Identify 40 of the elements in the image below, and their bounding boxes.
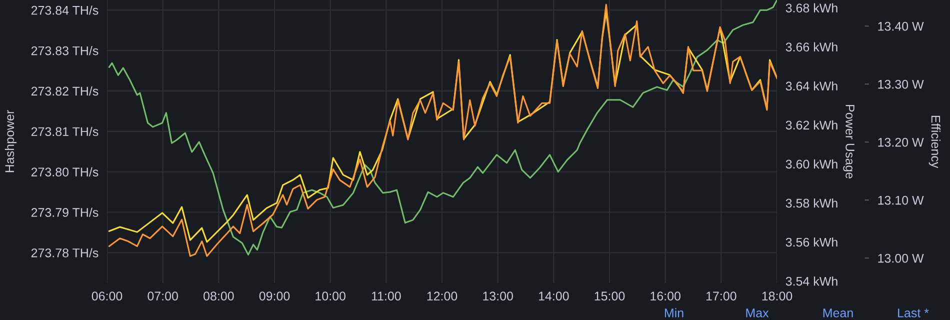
y-tick-label: 273.82 TH/s	[31, 86, 98, 96]
x-tick-label: 09:00	[259, 292, 290, 301]
text: Last *	[898, 308, 929, 318]
y2-tick-label: 3.64 kWh	[786, 81, 838, 91]
x-tick-label: 07:00	[148, 292, 178, 301]
y2-tick-label: 3.56 kWh	[786, 237, 838, 247]
text: Min	[664, 308, 684, 318]
y-tick-label: 273.84 TH/s	[31, 6, 98, 15]
y-tick-label: 273.81 TH/s	[31, 126, 98, 136]
y3-tick-label: 13.20 W	[878, 138, 924, 147]
x-tick-label: 13:00	[483, 292, 513, 301]
y3-tick-label: 13.40 W	[878, 22, 924, 31]
y-axis-title: Hashpower	[4, 110, 17, 172]
x-tick-label: 06:00	[92, 292, 122, 301]
y-tick-label: 273.79 TH/s	[31, 208, 98, 217]
x-tick-label: 08:00	[204, 292, 234, 301]
y2-tick-label: 3.68 kWh	[786, 3, 838, 12]
x-tick-label: 12:00	[427, 292, 458, 301]
y-tick-label: 273.78 TH/s	[31, 248, 98, 258]
y2-axis-title: Power Usage	[843, 105, 854, 178]
x-tick-label: 16:00	[650, 292, 680, 301]
text: Mean	[823, 308, 853, 318]
y2-tick-label: 3.54 kWh	[786, 276, 838, 286]
y2-tick-label: 3.58 kWh	[786, 198, 838, 208]
y3-tick-label: 13.30 W	[878, 80, 924, 89]
y-tick-label: 273.83 TH/s	[31, 46, 98, 56]
y2-tick-label: 3.62 kWh	[786, 120, 838, 130]
x-tick-label: 18:00	[762, 292, 792, 301]
x-tick-label: 15:00	[594, 292, 625, 301]
x-tick-label: 14:00	[538, 292, 569, 301]
y3-tick-label: 13.10 W	[878, 196, 924, 205]
y2-tick-label: 3.60 kWh	[786, 159, 838, 169]
x-tick-label: 10:00	[316, 292, 346, 301]
x-tick-label: 17:00	[706, 292, 736, 301]
y3-axis-title: Efficiency	[928, 116, 940, 168]
y-tick-label: 273.80 TH/s	[31, 167, 98, 176]
x-tick-label: 11:00	[372, 292, 401, 301]
y3-tick-label: 13.00 W	[878, 254, 924, 263]
text: Max	[746, 308, 769, 318]
y2-tick-label: 3.66 kWh	[786, 42, 838, 52]
